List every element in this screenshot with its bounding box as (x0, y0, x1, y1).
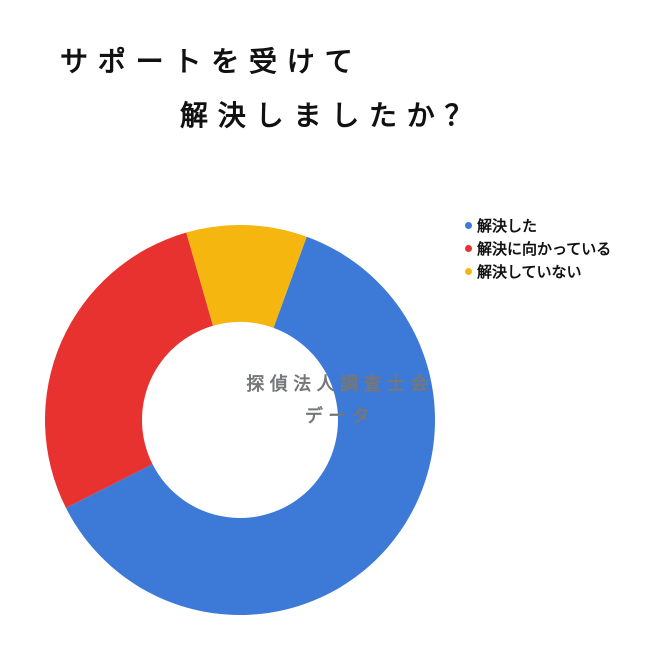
donut-chart (45, 225, 435, 615)
donut-slice-progressing (45, 233, 213, 508)
legend-label: 解決した (477, 215, 537, 236)
legend-item: 解決していない (465, 261, 611, 282)
legend-bullet-icon (465, 245, 472, 252)
legend-item: 解決した (465, 215, 611, 236)
legend-label: 解決に向かっている (477, 238, 611, 259)
legend-label: 解決していない (477, 261, 582, 282)
chart-title-line1: サポートを受けて (60, 40, 482, 80)
donut-chart-svg (45, 225, 435, 615)
legend-bullet-icon (465, 222, 472, 229)
legend: 解決した解決に向かっている解決していない (465, 215, 611, 284)
legend-bullet-icon (465, 268, 472, 275)
chart-title: サポートを受けて 解決しましたか？ (60, 40, 482, 134)
legend-item: 解決に向かっている (465, 238, 611, 259)
chart-title-line2: 解決しましたか？ (180, 94, 482, 134)
